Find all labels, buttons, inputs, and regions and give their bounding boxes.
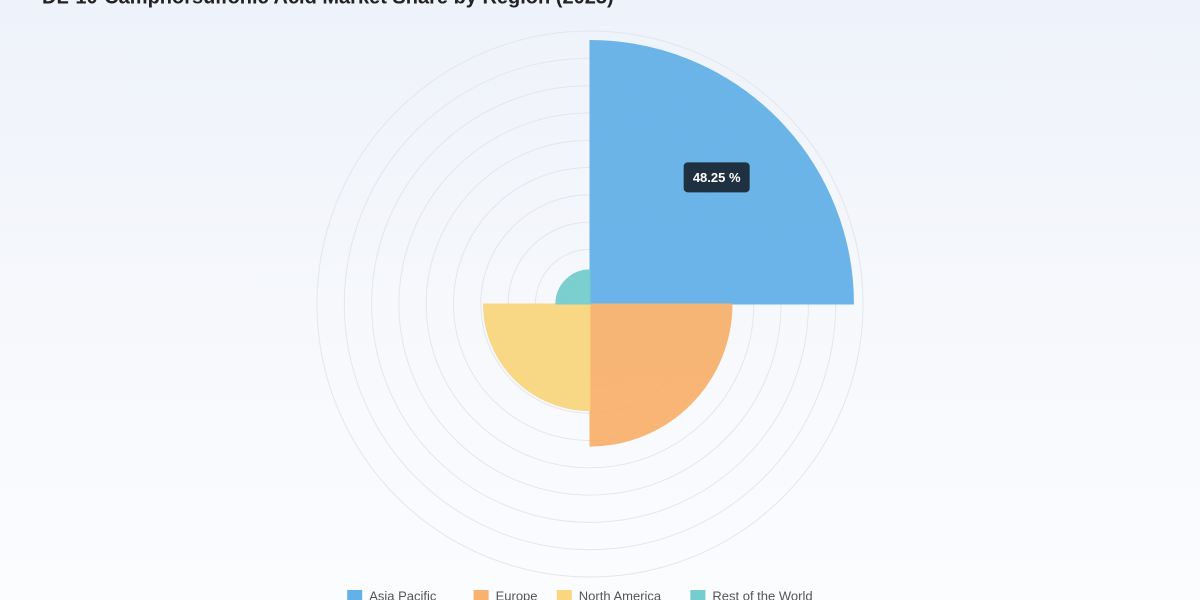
polar-segment: [555, 269, 591, 305]
polar-segment: [589, 303, 733, 447]
polar-segment: [483, 303, 591, 411]
tooltip: 48.25 %: [683, 162, 750, 193]
grid-ring: [316, 30, 864, 578]
legend-label: Rest of the World: [712, 588, 812, 600]
legend-swatch: [556, 590, 572, 600]
chart-title: DL-10-Camphorsulfonic Acid Market Share …: [42, 0, 614, 8]
legend-swatch: [690, 590, 706, 600]
legend-swatch: [473, 590, 489, 600]
legend-label: North America: [579, 588, 662, 600]
legend-label: Asia Pacific: [369, 588, 437, 600]
tooltip-box: [683, 162, 750, 193]
legend-label: Europe: [496, 588, 538, 600]
legend-swatch: [347, 590, 363, 600]
value-label: 48.25 %: [693, 170, 741, 185]
